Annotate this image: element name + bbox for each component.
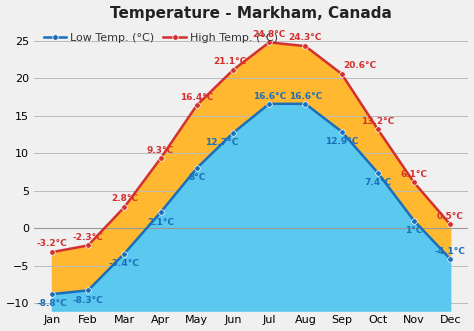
Text: -8.3°C: -8.3°C: [73, 296, 103, 305]
High Temp. (°C): [375, 127, 381, 131]
Low Temp. (°C): [194, 166, 200, 170]
High Temp. (°C): [302, 44, 308, 48]
Title: Temperature - Markham, Canada: Temperature - Markham, Canada: [110, 6, 392, 21]
High Temp. (°C): [158, 157, 164, 161]
Text: 2.8°C: 2.8°C: [111, 194, 138, 204]
Text: 1°C: 1°C: [405, 226, 423, 235]
Text: -3.4°C: -3.4°C: [109, 259, 140, 268]
High Temp. (°C): [411, 180, 417, 184]
Text: 9.3°C: 9.3°C: [147, 146, 174, 155]
Legend: Low Temp. (°C), High Temp. (°C): Low Temp. (°C), High Temp. (°C): [39, 28, 283, 47]
Low Temp. (°C): [375, 171, 381, 175]
Text: -4.1°C: -4.1°C: [435, 247, 465, 256]
Text: 16.6°C: 16.6°C: [289, 92, 322, 101]
High Temp. (°C): [85, 243, 91, 247]
High Temp. (°C): [49, 250, 55, 254]
Low Temp. (°C): [49, 292, 55, 296]
Text: -8.8°C: -8.8°C: [36, 299, 67, 308]
Text: 24.3°C: 24.3°C: [289, 33, 322, 42]
Line: High Temp. (°C): High Temp. (°C): [49, 40, 453, 255]
Low Temp. (°C): [266, 102, 272, 106]
Low Temp. (°C): [447, 257, 453, 261]
Text: 0.5°C: 0.5°C: [437, 212, 464, 221]
Text: 6.1°C: 6.1°C: [401, 170, 428, 179]
High Temp. (°C): [194, 103, 200, 107]
Text: 21.1°C: 21.1°C: [213, 57, 246, 66]
Text: -3.2°C: -3.2°C: [36, 239, 67, 248]
Text: 16.4°C: 16.4°C: [180, 93, 213, 102]
Low Temp. (°C): [85, 288, 91, 292]
High Temp. (°C): [447, 222, 453, 226]
Low Temp. (°C): [158, 211, 164, 214]
High Temp. (°C): [266, 40, 272, 44]
High Temp. (°C): [230, 68, 236, 72]
Text: 8°C: 8°C: [188, 173, 205, 182]
Text: 13.2°C: 13.2°C: [361, 117, 394, 125]
Text: 20.6°C: 20.6°C: [343, 61, 376, 70]
Low Temp. (°C): [121, 252, 127, 256]
Text: 12.9°C: 12.9°C: [325, 137, 358, 146]
Text: -2.3°C: -2.3°C: [73, 233, 103, 242]
Text: 2.1°C: 2.1°C: [147, 218, 174, 227]
High Temp. (°C): [121, 205, 127, 209]
Text: 7.4°C: 7.4°C: [364, 178, 392, 187]
Line: Low Temp. (°C): Low Temp. (°C): [49, 101, 453, 297]
Low Temp. (°C): [411, 219, 417, 223]
Text: 16.6°C: 16.6°C: [253, 92, 286, 101]
Low Temp. (°C): [230, 131, 236, 135]
Low Temp. (°C): [339, 129, 345, 133]
Text: 12.7°C: 12.7°C: [205, 138, 239, 147]
Low Temp. (°C): [302, 102, 308, 106]
High Temp. (°C): [339, 72, 345, 76]
Text: 24.8°C: 24.8°C: [253, 30, 286, 39]
